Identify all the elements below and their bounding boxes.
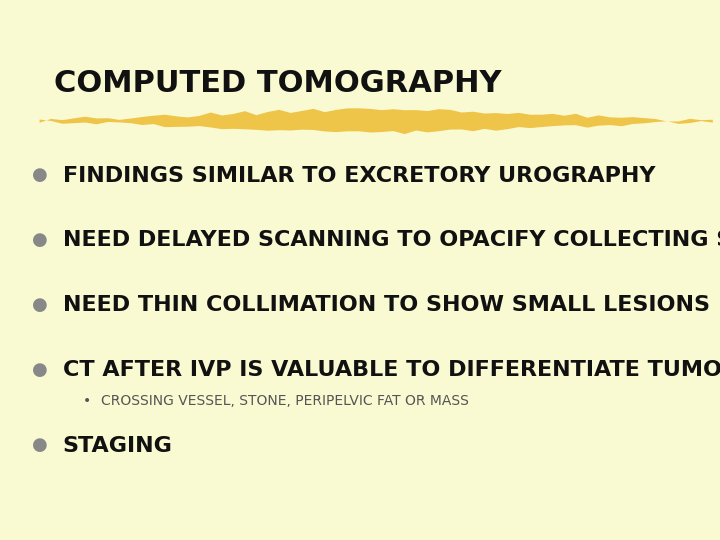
Text: ●: ● [32, 231, 48, 249]
Text: STAGING: STAGING [63, 435, 173, 456]
Text: ●: ● [32, 296, 48, 314]
Text: ●: ● [32, 361, 48, 379]
Text: CT AFTER IVP IS VALUABLE TO DIFFERENTIATE TUMOR FROM: CT AFTER IVP IS VALUABLE TO DIFFERENTIAT… [63, 360, 720, 380]
Text: NEED DELAYED SCANNING TO OPACIFY COLLECTING SYSTEM: NEED DELAYED SCANNING TO OPACIFY COLLECT… [63, 230, 720, 251]
Text: ●: ● [32, 436, 48, 455]
Text: ●: ● [32, 166, 48, 185]
Text: CROSSING VESSEL, STONE, PERIPELVIC FAT OR MASS: CROSSING VESSEL, STONE, PERIPELVIC FAT O… [101, 394, 469, 408]
Text: NEED THIN COLLIMATION TO SHOW SMALL LESIONS: NEED THIN COLLIMATION TO SHOW SMALL LESI… [63, 295, 710, 315]
Text: •: • [83, 394, 91, 408]
Text: FINDINGS SIMILAR TO EXCRETORY UROGRAPHY: FINDINGS SIMILAR TO EXCRETORY UROGRAPHY [63, 165, 655, 186]
Polygon shape [40, 109, 713, 134]
Text: COMPUTED TOMOGRAPHY: COMPUTED TOMOGRAPHY [54, 69, 502, 98]
